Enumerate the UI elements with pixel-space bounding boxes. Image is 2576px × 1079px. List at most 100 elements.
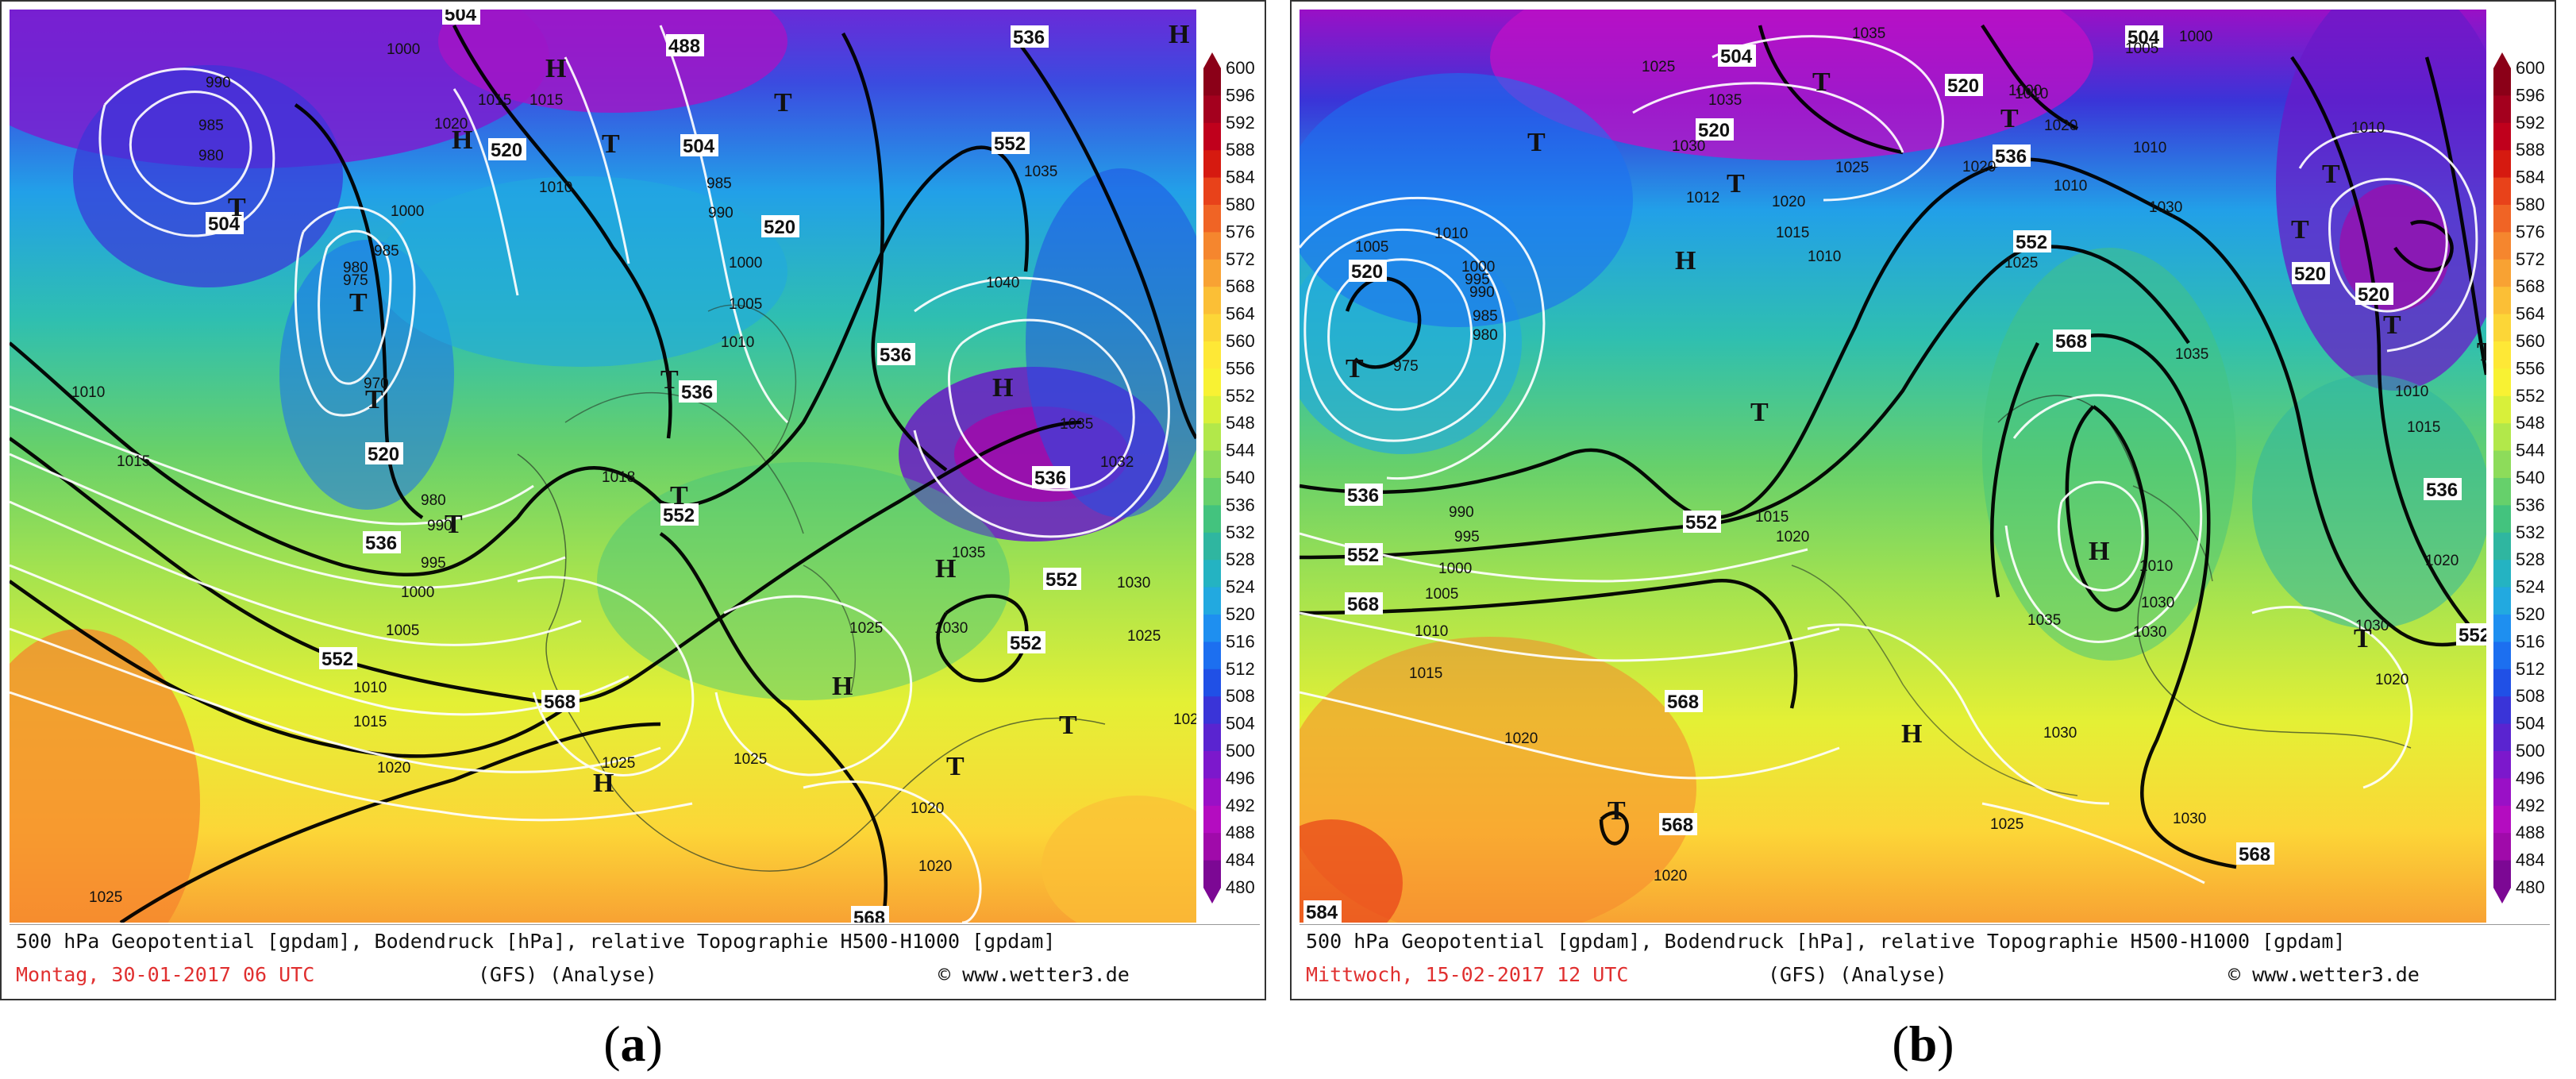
- gpdam-contour-label-box: [877, 343, 915, 365]
- isobar-label: 1025: [734, 751, 767, 768]
- isobar-label: 1010: [539, 179, 572, 196]
- gpdam-contour-label-box: [363, 531, 401, 553]
- colorbar-tick-label: 560: [2516, 331, 2545, 351]
- isobar-label: 1020: [1772, 194, 1805, 210]
- colorbar-tick-label: 484: [1226, 850, 1255, 870]
- gpdam-contour-label-box: [679, 380, 717, 403]
- colorbar: 600 596 592 588 584 580 576 572 568 564 560 556 552 5…: [2493, 52, 2545, 904]
- high-pressure-symbol: H: [1675, 246, 1696, 276]
- isobar-label: 1010: [2351, 120, 2385, 137]
- colorbar-segment: [1203, 368, 1221, 397]
- isobar-label: 1030: [2133, 624, 2166, 641]
- gpdam-contour-label: 552: [663, 505, 695, 526]
- colorbar-cap-bottom: [2493, 888, 2511, 904]
- pressure-labels: 990 985 980 1000 1015 1020 1015 1010 985 990 1000 1…: [71, 41, 1196, 906]
- colorbar: 600 596 592 588 584 580 576 572 568 564 560 556 552 5…: [1203, 52, 1255, 904]
- isobar-label: 1035: [2175, 346, 2208, 363]
- colorbar-tick-label: 596: [1226, 85, 1255, 105]
- colorbar-tick-label: 536: [1226, 495, 1255, 514]
- colorbar-tick-label: 600: [1226, 58, 1255, 78]
- isobar-label: 1005: [386, 622, 419, 639]
- gpdam-contour-label-box: [541, 690, 580, 712]
- colorbar-tick-label: 548: [2516, 413, 2545, 433]
- isobar-label: 1010: [1434, 225, 1468, 242]
- gpdam-contour-label-box: [1349, 260, 1387, 282]
- colorbar-tick-label: 584: [2516, 168, 2545, 187]
- colorbar-segment: [1203, 833, 1221, 861]
- isobar-label: 990: [206, 75, 231, 91]
- colorbar-tick-label: 572: [2516, 249, 2545, 269]
- gpdam-contour-label: 584: [1306, 902, 1338, 923]
- colorbar-tick-label: 496: [2516, 768, 2545, 788]
- isobar-label: 980: [198, 148, 224, 164]
- isobar-label: 990: [1449, 504, 1474, 521]
- weather-map: 504 504 520 520 536 552 568 520 520 520 536 552 568 5…: [1300, 10, 2486, 923]
- colorbar-tick-label: 480: [2516, 877, 2545, 897]
- colorbar-segment: [1203, 642, 1221, 670]
- colorbar-tick-label: 544: [1226, 441, 1255, 461]
- gpdam-labels: 504 504 488 520 520 520 504 536 552 536 536 536 552 5…: [206, 10, 1081, 923]
- panel-label-b: (b): [1892, 1015, 1954, 1072]
- isobar-label: 1020: [377, 760, 410, 776]
- gpdam-contour-label: 568: [853, 908, 885, 923]
- colorbar-cap-top: [1203, 52, 1221, 68]
- low-pressure-symbol: T: [2354, 624, 2372, 653]
- colorbar-segment: [1203, 723, 1221, 752]
- colorbar-segment: [2493, 560, 2511, 588]
- caption-source: © www.wetter3.de: [2228, 963, 2420, 986]
- colorbar-segment: [2493, 287, 2511, 315]
- colorbar-tick-label: 500: [1226, 741, 1255, 761]
- caption-parameters: 500 hPa Geopotential [gpdam], Bodendruck…: [1306, 930, 2346, 953]
- isobar-label: 1020: [2425, 553, 2459, 569]
- low-pressure-symbol: T: [1727, 169, 1745, 198]
- isobar-label: 1010: [2015, 86, 2048, 102]
- isobar-label: 985: [374, 243, 399, 260]
- gpdam-contour-label: 520: [1351, 261, 1383, 283]
- gpdam-contour-label: 520: [764, 217, 795, 238]
- isobar-label: 1032: [1100, 454, 1134, 471]
- colorbar-segment: [2493, 368, 2511, 397]
- colorbar-tick-label: 520: [1226, 604, 1255, 624]
- isobar-label: 980: [343, 260, 368, 276]
- isobar-label: 1030: [2173, 811, 2206, 827]
- isobar-label: 1025: [602, 755, 635, 772]
- colorbar-segment: [2493, 805, 2511, 834]
- colorbar-tick-label: 588: [1226, 140, 1255, 160]
- gpdam-contour-label-box: [680, 134, 718, 156]
- colorbar-tick-label: 536: [2516, 495, 2545, 514]
- colorbar-tick-label: 552: [2516, 386, 2545, 406]
- gpdam-contour-label-box: [1945, 74, 1983, 96]
- gpdam-contour-label: 552: [1045, 569, 1077, 591]
- isobar-label: 1000: [2008, 83, 2042, 99]
- isobar-label: 1035: [2027, 612, 2061, 629]
- isobar-label: 1035: [1852, 25, 1885, 42]
- isobar-label: 1025: [1127, 628, 1161, 645]
- colorbar-tick-label: 500: [2516, 741, 2545, 761]
- gpdam-contour-label-box: [488, 138, 526, 160]
- colorbar-tick-label: 488: [1226, 823, 1255, 842]
- colorbar-segment: [1203, 205, 1221, 233]
- isobar-label: 975: [1393, 358, 1419, 375]
- isobar-label: 1020: [2044, 118, 2077, 134]
- gpdam-contour-label-box: [1345, 484, 1383, 506]
- isobar-label: 990: [708, 205, 734, 222]
- high-pressure-symbol: H: [545, 54, 566, 83]
- gpdam-contour-label: 568: [2055, 331, 2087, 353]
- gpdam-contour-label: 504: [2127, 27, 2160, 48]
- isobar-label: 995: [1454, 529, 1480, 545]
- isobar-label: 1015: [1409, 665, 1442, 682]
- colorbar-segment: [2493, 615, 2511, 642]
- low-pressure-symbol: T: [670, 481, 688, 511]
- colorbar-segment: [1203, 696, 1221, 725]
- isobar-label: 1000: [387, 41, 420, 58]
- colorbar-segment: [1203, 478, 1221, 506]
- isobar-label: 1010: [1808, 249, 1841, 265]
- isobar-label: 1020: [1173, 711, 1196, 728]
- caption-model: (GFS) (Analyse): [1768, 963, 1947, 986]
- isobar-label: 1025: [2004, 255, 2038, 272]
- colorbar-segment: [2493, 423, 2511, 452]
- gpdam-contour-label: 568: [1662, 815, 1693, 836]
- colorbar-segment: [2493, 122, 2511, 151]
- isobar-label: 1030: [2149, 199, 2182, 216]
